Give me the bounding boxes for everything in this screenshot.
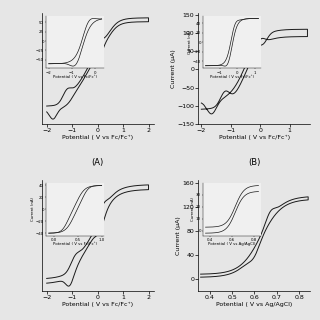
Text: (B): (B) [248,157,260,167]
X-axis label: Potential ( V vs Fc/Fc⁺): Potential ( V vs Fc/Fc⁺) [62,135,133,140]
Y-axis label: Current (μA): Current (μA) [176,216,181,255]
Text: (A): (A) [92,157,104,167]
X-axis label: Potential ( V vs Fc/Fc⁺): Potential ( V vs Fc/Fc⁺) [62,302,133,307]
X-axis label: Potential ( V vs Fc/Fc⁺): Potential ( V vs Fc/Fc⁺) [219,135,290,140]
X-axis label: Potential ( V vs Ag/AgCl): Potential ( V vs Ag/AgCl) [216,302,292,307]
Y-axis label: Current (μA): Current (μA) [171,49,176,88]
